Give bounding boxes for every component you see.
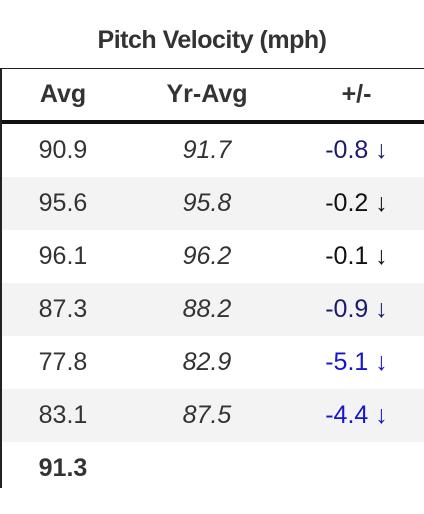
table-row: 95.6 95.8 -0.2 ↓ <box>2 177 424 230</box>
table-cell: Avg <box>39 80 87 108</box>
table-cell: 77.8 <box>38 348 88 376</box>
header-row: Avg Yr-Avg +/- <box>2 69 424 124</box>
table-cell: 82.9 <box>182 348 232 376</box>
table-cell: -0.1 ↓ <box>325 242 388 270</box>
table-row: 90.9 91.7 -0.8 ↓ <box>2 124 424 177</box>
table-cell: -5.1 ↓ <box>325 348 388 376</box>
table-row: 87.3 88.2 -0.9 ↓ <box>2 283 424 336</box>
table-cell: 91.3 <box>38 454 88 482</box>
table-cell: -0.9 ↓ <box>325 295 388 323</box>
table-cell: Yr-Avg <box>166 80 248 108</box>
table-cell: 83.1 <box>38 401 88 429</box>
table-cell: 87.5 <box>182 401 232 429</box>
table-cell: 95.6 <box>38 189 88 217</box>
table-cell: -4.4 ↓ <box>325 401 388 429</box>
table-row: 96.1 96.2 -0.1 ↓ <box>2 230 424 283</box>
table-cell: 88.2 <box>182 295 232 323</box>
table-cell: -0.2 ↓ <box>325 189 388 217</box>
table-cell: -0.8 ↓ <box>325 136 388 164</box>
table-cell: 90.9 <box>38 136 88 164</box>
table-cell: 87.3 <box>38 295 88 323</box>
table-row: 83.1 87.5 -4.4 ↓ <box>2 389 424 442</box>
table: Avg Yr-Avg +/- 90.9 91.7 -0.8 ↓ 95.6 95.8 -0.2 ↓… <box>0 68 424 488</box>
table-title: Pitch Velocity (mph) <box>97 26 327 54</box>
table-cell: 96.2 <box>182 242 232 270</box>
table-cell: 95.8 <box>182 189 232 217</box>
table-cell: +/- <box>341 80 372 108</box>
table-row: 77.8 82.9 -5.1 ↓ <box>2 336 424 389</box>
footer-row: 91.3 <box>2 442 424 495</box>
table-cell: 91.7 <box>182 136 232 164</box>
table-cell: 96.1 <box>38 242 88 270</box>
